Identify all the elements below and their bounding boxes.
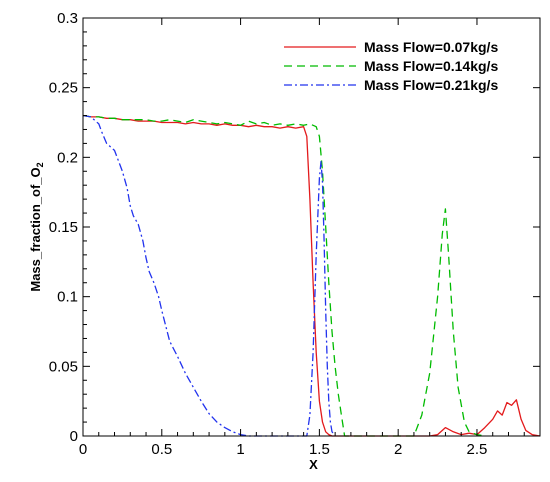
y-axis-title: Mass_fraction_of_O2	[28, 162, 45, 291]
y-axis-title-base: Mass_fraction_of_O	[28, 167, 43, 291]
x-tick-label: 2.5	[467, 441, 488, 458]
y-tick-label: 0.05	[49, 358, 78, 375]
y-axis-title-subscript: 2	[35, 162, 45, 167]
y-tick-label: 0.3	[57, 10, 78, 27]
legend-label-2: Mass Flow=0.14kg/s	[364, 58, 498, 74]
y-tick-label: 0.15	[49, 219, 78, 236]
ticks-layer: 0 0.5 1 1.5 2 2.5 0 0.05 0.1 0.15 0.2 0.25 0.3	[49, 10, 540, 458]
series-layer	[82, 114, 541, 437]
y-tick-label: 0.2	[57, 149, 78, 166]
x-tick-label: 1	[236, 441, 244, 458]
y-tick-label: 0.1	[57, 289, 78, 306]
x-tick-label: 2	[394, 441, 402, 458]
legend-label-3: Mass Flow=0.21kg/s	[364, 77, 498, 93]
y-tick-label: 0	[70, 428, 78, 445]
legend-label-1: Mass Flow=0.07kg/s	[364, 39, 498, 55]
series-line-2	[82, 114, 485, 437]
x-tick-label: 0.5	[151, 441, 172, 458]
legend: Mass Flow=0.07kg/s Mass Flow=0.14kg/s Mass…	[284, 39, 498, 93]
x-tick-label: 1.5	[309, 441, 330, 458]
x-tick-label: 0	[79, 441, 87, 458]
series-line-1	[82, 114, 541, 437]
series-line-3	[82, 114, 336, 437]
y-tick-label: 0.25	[49, 80, 78, 97]
x-axis-title: X	[309, 457, 318, 472]
